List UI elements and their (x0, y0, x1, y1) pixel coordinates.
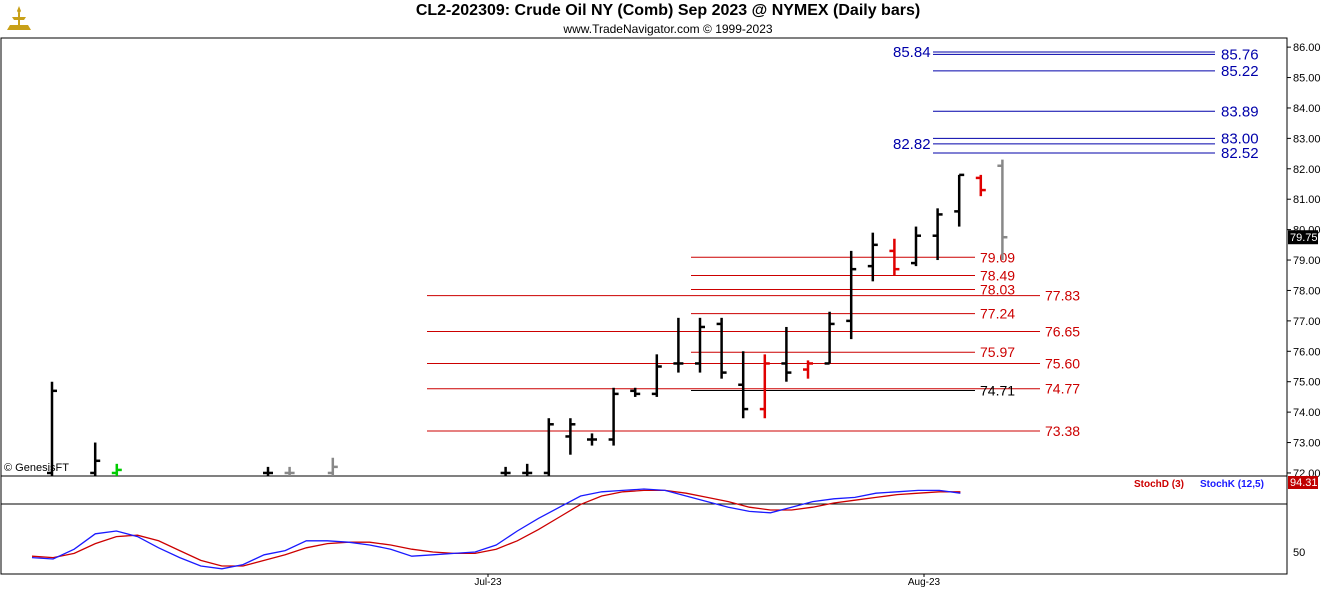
y-tick-label: 86.00 (1293, 42, 1321, 54)
y-tick-label: 74.00 (1293, 407, 1321, 419)
y-tick-label: 77.00 (1293, 316, 1321, 328)
y-tick-label: 85.00 (1293, 73, 1321, 85)
stoch-k-legend: StochK (12,5) (1200, 479, 1264, 490)
y-tick-label: 78.00 (1293, 285, 1321, 297)
resistance-label: 85.84 (893, 44, 931, 61)
resistance-label: 82.52 (1221, 145, 1259, 162)
support-label: 78.49 (980, 268, 1015, 284)
stoch-axis-label: 50 (1293, 547, 1305, 559)
resistance-label: 83.89 (1221, 103, 1259, 120)
credit-label: © GenesisFT (4, 462, 69, 474)
y-tick-label: 82.00 (1293, 164, 1321, 176)
support-label: 74.71 (980, 383, 1015, 399)
support-label: 75.97 (980, 344, 1015, 360)
resistance-label: 83.00 (1221, 130, 1259, 147)
support-label: 77.24 (980, 306, 1015, 322)
y-tick-label: 76.00 (1293, 346, 1321, 358)
resistance-label: 82.82 (893, 136, 931, 153)
stoch-k-line (31, 488, 961, 570)
chart-title: CL2-202309: Crude Oil NY (Comb) Sep 2023… (415, 2, 921, 19)
stoch-d-line (31, 489, 961, 567)
logo (7, 6, 31, 30)
y-tick-label: 79.00 (1293, 255, 1321, 267)
plot-frame (0, 37, 1288, 575)
support-label: 77.83 (1045, 288, 1080, 304)
resistance-label: 85.76 (1221, 46, 1259, 63)
stoch-value-label: 94.31 (1290, 477, 1318, 489)
support-label: 79.09 (980, 249, 1015, 265)
x-tick-label: Jul-23 (474, 577, 502, 588)
stoch-value-box (1288, 476, 1318, 489)
support-label: 73.38 (1045, 423, 1080, 439)
chart-subtitle: www.TradeNavigator.com © 1999-2023 (563, 22, 773, 36)
support-label: 76.65 (1045, 324, 1080, 340)
y-tick-label: 75.00 (1293, 377, 1321, 389)
y-tick-label: 73.00 (1293, 438, 1321, 450)
support-label: 78.03 (980, 282, 1015, 298)
support-label: 74.77 (1045, 381, 1080, 397)
support-label: 75.60 (1045, 355, 1080, 371)
stoch-d-legend: StochD (3) (1134, 479, 1184, 490)
resistance-label: 85.22 (1221, 63, 1259, 80)
last-price-label: 79.75 (1290, 232, 1318, 244)
last-price-box (1288, 230, 1318, 245)
x-tick-label: Aug-23 (908, 577, 941, 588)
y-tick-label: 83.00 (1293, 133, 1321, 145)
y-tick-label: 81.00 (1293, 194, 1321, 206)
y-tick-label: 84.00 (1293, 103, 1321, 115)
